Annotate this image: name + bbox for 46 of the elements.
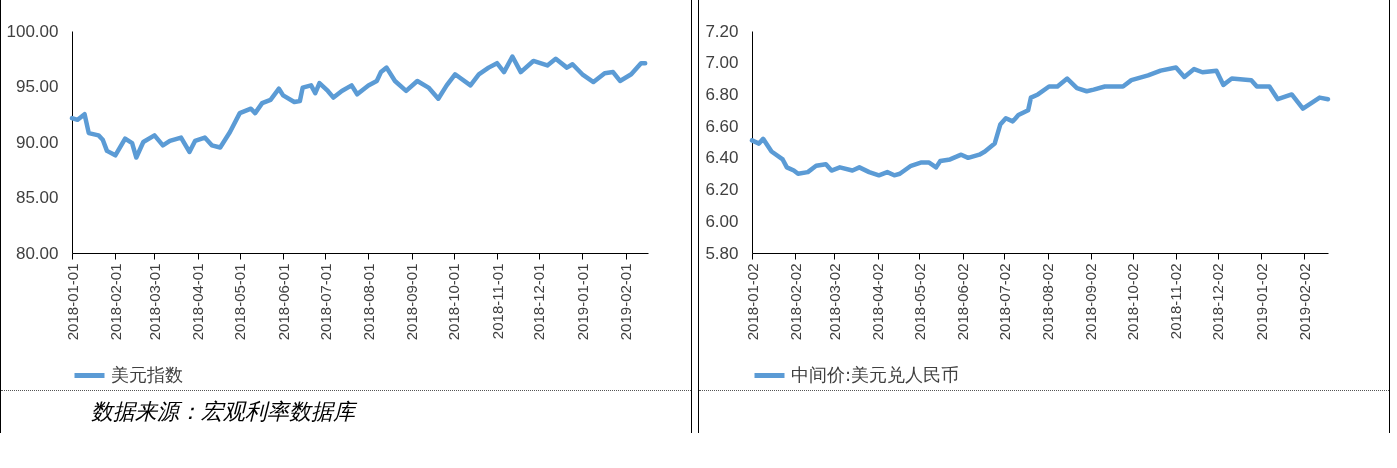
x-tick-label: 2018-09-01 xyxy=(403,263,421,341)
y-tick-label: 6.80 xyxy=(705,84,739,104)
y-tick-label: 90.00 xyxy=(15,132,59,152)
y-tick-label: 6.20 xyxy=(705,180,739,200)
x-tick-label: 2018-06-02 xyxy=(954,263,972,341)
x-tick-label: 2018-02-02 xyxy=(786,263,804,341)
x-tick-label: 2018-10-01 xyxy=(445,263,463,341)
y-tick-label: 7.00 xyxy=(705,53,739,73)
x-tick-label: 2018-03-02 xyxy=(825,263,843,341)
line-series xyxy=(69,54,648,160)
x-tick-label: 2018-05-01 xyxy=(231,263,249,341)
x-tick-label: 2018-04-02 xyxy=(869,263,887,341)
x-tick-label: 2018-01-02 xyxy=(743,263,761,341)
y-tick-label: 6.00 xyxy=(705,211,739,231)
x-tick-label: 2018-06-01 xyxy=(274,263,292,341)
legend-label: 中间价:美元兑人民币 xyxy=(791,363,960,385)
y-tick-label: 7.20 xyxy=(705,21,739,41)
x-tick-label: 2018-08-02 xyxy=(1039,263,1057,341)
x-tick-label: 2018-11-02 xyxy=(1167,263,1185,340)
y-tick-label: 100.00 xyxy=(6,21,59,41)
legend-label: 美元指数 xyxy=(111,363,183,385)
x-tick-label: 2019-01-01 xyxy=(573,263,591,341)
x-tick-label: 2018-12-01 xyxy=(530,263,548,341)
x-tick-label: 2018-10-02 xyxy=(1124,263,1142,341)
x-tick-label: 2018-05-02 xyxy=(910,263,928,341)
x-tick-label: 2018-02-01 xyxy=(106,263,124,341)
x-tick-label: 2018-07-02 xyxy=(995,263,1013,341)
y-tick-label: 95.00 xyxy=(15,77,59,96)
x-tick-label: 2019-01-02 xyxy=(1252,263,1270,341)
x-tick-label: 2018-01-01 xyxy=(63,263,81,341)
x-tick-label: 2018-09-02 xyxy=(1082,263,1100,341)
x-tick-label: 2018-11-01 xyxy=(488,263,506,340)
y-tick-label: 85.00 xyxy=(15,188,59,207)
x-tick-label: 2018-07-01 xyxy=(316,263,334,341)
x-tick-label: 2019-02-01 xyxy=(617,263,635,341)
x-tick-label: 2018-12-02 xyxy=(1209,263,1227,341)
x-tick-label: 2018-03-01 xyxy=(145,263,163,341)
y-tick-label: 5.80 xyxy=(705,243,739,263)
x-tick-label: 2018-04-01 xyxy=(189,263,207,341)
y-tick-label: 6.60 xyxy=(705,116,739,136)
line-series xyxy=(749,65,1331,178)
y-tick-label: 6.40 xyxy=(705,148,739,168)
x-tick-label: 2019-02-02 xyxy=(1295,263,1313,341)
x-tick-label: 2018-08-01 xyxy=(359,263,377,341)
source-note: 数据来源：宏观利率数据库 xyxy=(1,390,691,433)
y-tick-label: 80.00 xyxy=(15,243,59,263)
